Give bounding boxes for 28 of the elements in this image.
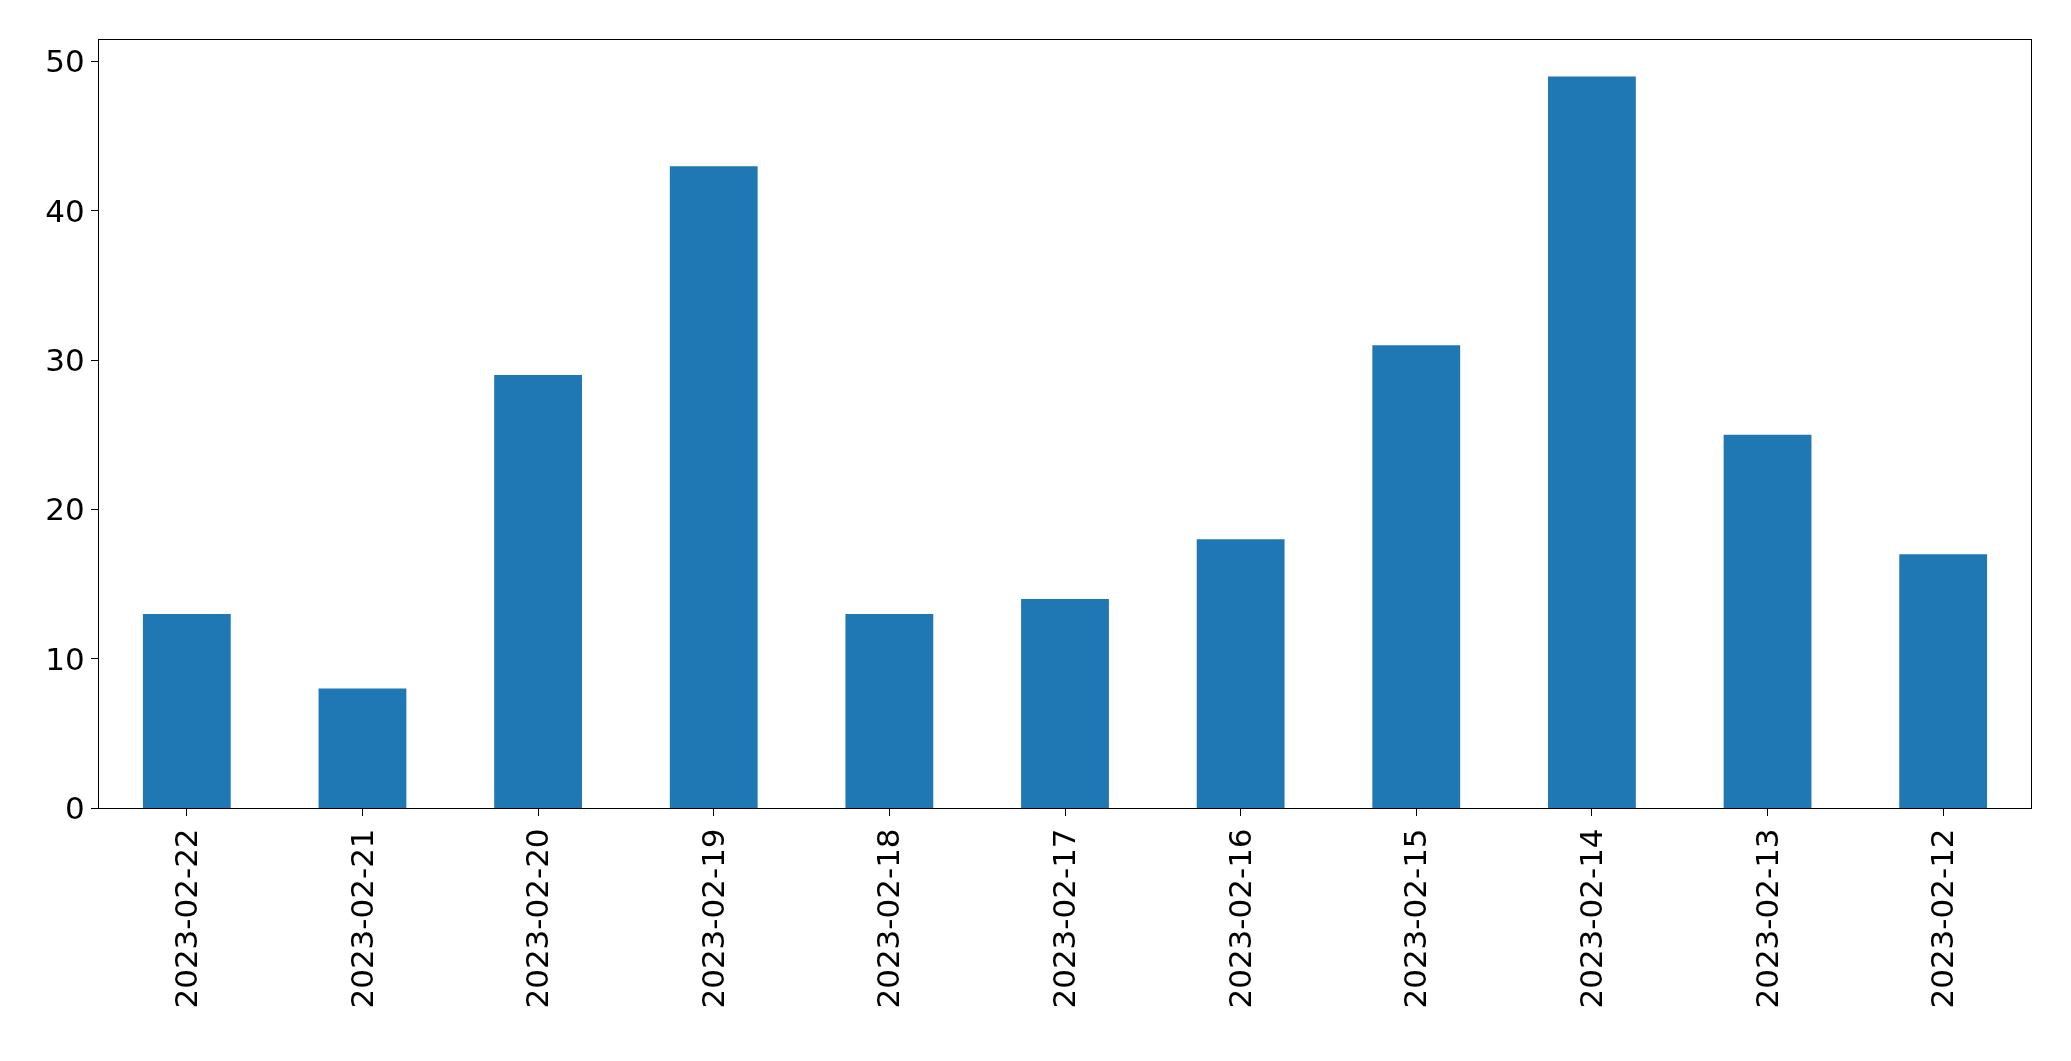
bar: [142, 613, 231, 808]
bar: [669, 166, 758, 808]
bar: [1372, 345, 1461, 808]
x-tick-label: 2023-02-19: [694, 828, 731, 1009]
bar: [1196, 539, 1285, 808]
y-tick-label: 40: [45, 192, 85, 229]
x-tick-label: 2023-02-14: [1572, 828, 1609, 1009]
x-tick-label: 2023-02-17: [1046, 828, 1083, 1009]
x-tick-label: 2023-02-15: [1397, 828, 1434, 1009]
x-tick-label: 2023-02-22: [167, 828, 204, 1009]
bar: [494, 375, 582, 808]
y-tick-label: 50: [45, 43, 85, 80]
x-tick-label: 2023-02-12: [1924, 828, 1961, 1009]
bar: [1548, 76, 1636, 808]
y-tick-label: 10: [45, 640, 85, 677]
x-tick-label: 2023-02-16: [1221, 828, 1258, 1009]
bar: [845, 613, 934, 808]
x-tick-label: 2023-02-13: [1748, 828, 1785, 1009]
y-tick-label: 30: [45, 342, 85, 379]
y-tick-label: 0: [65, 789, 85, 826]
x-tick-label: 2023-02-20: [519, 828, 556, 1009]
bar: [1723, 434, 1812, 808]
y-tick-label: 20: [45, 491, 85, 528]
bar: [1021, 599, 1109, 808]
x-tick-label: 2023-02-21: [343, 828, 380, 1009]
bar: [318, 688, 407, 808]
bar: [1899, 554, 1988, 808]
x-tick-label: 2023-02-18: [870, 828, 907, 1009]
